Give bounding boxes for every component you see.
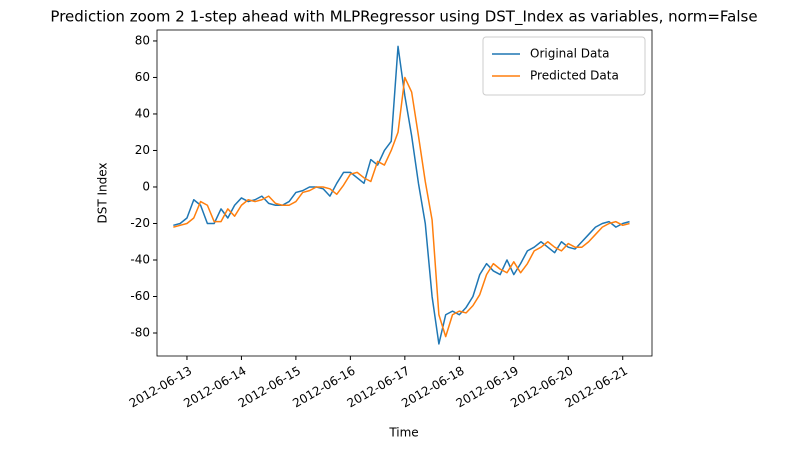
y-tick-label: 80 <box>135 33 150 47</box>
y-tick-label: 40 <box>135 106 150 120</box>
plot-frame <box>156 29 653 357</box>
y-tick-label: -40 <box>130 252 150 266</box>
y-tick-label: 20 <box>135 143 150 157</box>
y-tick-label: 60 <box>135 70 150 84</box>
legend-label: Original Data <box>530 47 609 61</box>
data-line <box>173 76 630 338</box>
y-axis-label: DST Index <box>96 162 110 223</box>
chart-title: Prediction zoom 2 1-step ahead with MLPR… <box>50 8 757 27</box>
y-tick-label: -80 <box>130 326 150 340</box>
y-tick-label: -20 <box>130 216 150 230</box>
data-line <box>173 45 630 345</box>
y-tick-label: -60 <box>130 289 150 303</box>
y-tick-label: 0 <box>142 179 150 193</box>
legend-box <box>482 36 646 96</box>
x-axis-label: Time <box>388 426 418 440</box>
legend-label: Predicted Data <box>530 69 619 83</box>
